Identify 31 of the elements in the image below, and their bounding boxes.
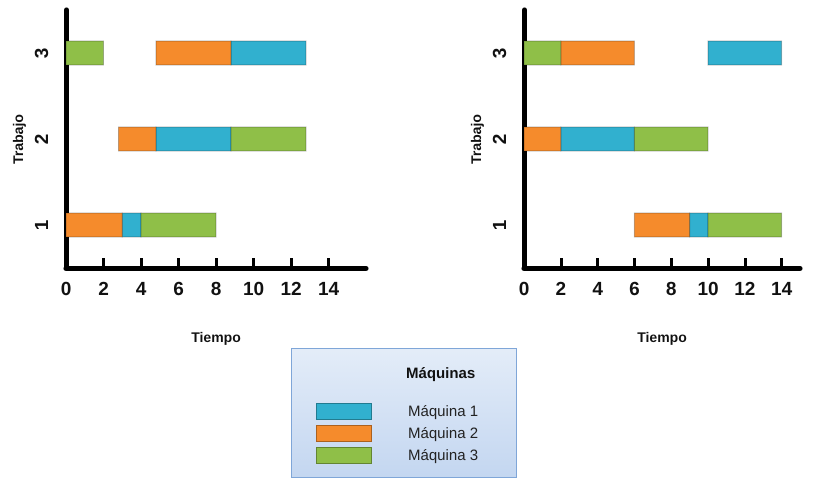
y-tick-label: 3 bbox=[32, 48, 53, 58]
legend-label: Máquina 3 bbox=[408, 447, 478, 464]
y-tick-label: 3 bbox=[490, 48, 511, 58]
x-tick-label: 0 bbox=[60, 279, 72, 300]
x-tick-label: 8 bbox=[666, 279, 676, 300]
x-tick-label: 8 bbox=[210, 279, 222, 300]
x-tick-label: 14 bbox=[771, 279, 793, 300]
x-tick-label: 12 bbox=[280, 279, 302, 300]
x-tick-label: 2 bbox=[98, 279, 109, 300]
y-axis-title: Trabajo bbox=[10, 114, 26, 164]
x-tick-label: 10 bbox=[697, 279, 719, 300]
legend-label: Máquina 1 bbox=[408, 403, 478, 420]
x-tick-label: 14 bbox=[318, 279, 340, 300]
legend-label: Máquina 2 bbox=[408, 425, 478, 442]
y-axis-title: Trabajo bbox=[468, 114, 484, 164]
bar bbox=[708, 40, 782, 66]
x-tick-label: 6 bbox=[173, 279, 184, 300]
y-tick-label: 2 bbox=[490, 134, 511, 144]
y-tick-label: 1 bbox=[490, 219, 511, 230]
x-axis-title: Tiempo bbox=[191, 329, 241, 345]
legend-title: Máquinas bbox=[406, 365, 476, 382]
y-tick-label: 2 bbox=[32, 134, 53, 144]
x-tick-label: 10 bbox=[242, 279, 264, 300]
x-tick-label: 6 bbox=[629, 279, 640, 300]
x-tick-label: 12 bbox=[734, 279, 756, 300]
x-tick-label: 4 bbox=[136, 279, 147, 300]
x-tick-label: 2 bbox=[556, 279, 566, 300]
x-axis-title: Tiempo bbox=[637, 329, 687, 345]
x-tick-label: 0 bbox=[518, 279, 530, 300]
y-tick-label: 1 bbox=[32, 219, 53, 230]
x-tick-label: 4 bbox=[592, 279, 604, 300]
